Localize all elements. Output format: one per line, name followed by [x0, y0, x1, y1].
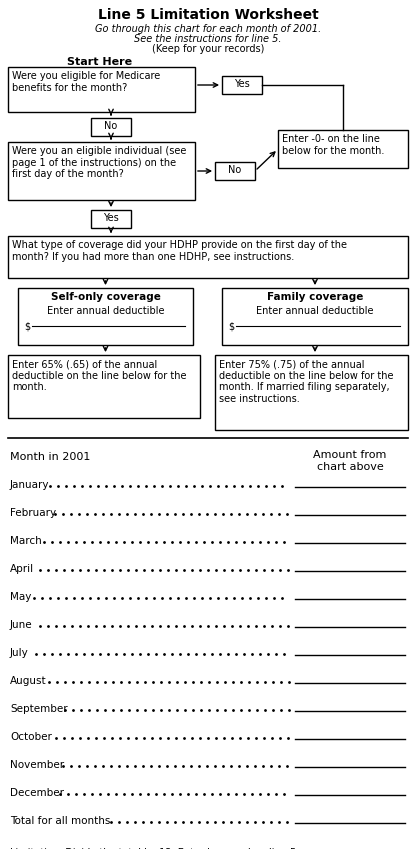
Bar — [222, 288, 408, 345]
Text: See the instructions for line 5.: See the instructions for line 5. — [134, 34, 282, 44]
Text: Enter annual deductible: Enter annual deductible — [47, 306, 164, 316]
Text: Start Here: Start Here — [67, 57, 133, 67]
Bar — [8, 67, 195, 112]
Text: February: February — [10, 508, 56, 518]
Text: Enter annual deductible: Enter annual deductible — [256, 306, 374, 316]
Text: Yes: Yes — [234, 79, 250, 89]
Text: Month in 2001: Month in 2001 — [10, 452, 90, 462]
Bar — [18, 288, 193, 345]
Text: $: $ — [228, 321, 234, 331]
Text: Were you eligible for Medicare
benefits for the month?: Were you eligible for Medicare benefits … — [12, 71, 160, 93]
Bar — [91, 118, 131, 136]
Text: Enter 65% (.65) of the annual
deductible on the line below for the
month.: Enter 65% (.65) of the annual deductible… — [12, 359, 186, 392]
Bar — [8, 142, 195, 200]
Text: August: August — [10, 676, 47, 686]
Bar — [215, 162, 255, 180]
Text: January: January — [10, 480, 50, 490]
Bar — [91, 210, 131, 228]
Text: June: June — [10, 620, 32, 630]
Text: No: No — [104, 121, 118, 131]
Text: April: April — [10, 564, 34, 574]
Bar — [222, 76, 262, 94]
Text: March: March — [10, 536, 42, 546]
Text: November: November — [10, 760, 64, 770]
Bar — [8, 355, 200, 418]
Text: Self-only coverage: Self-only coverage — [51, 292, 161, 302]
Text: $: $ — [24, 321, 30, 331]
Text: December: December — [10, 788, 64, 798]
Text: Amount from
chart above: Amount from chart above — [313, 450, 387, 471]
Text: May: May — [10, 592, 31, 602]
Text: September: September — [10, 704, 68, 714]
Text: Family coverage: Family coverage — [267, 292, 363, 302]
Text: Total for all months: Total for all months — [10, 816, 110, 826]
Text: July: July — [10, 648, 29, 658]
Bar — [278, 130, 408, 168]
Text: Go through this chart for each month of 2001.: Go through this chart for each month of … — [95, 24, 321, 34]
Bar — [215, 355, 408, 430]
Bar — [8, 236, 408, 278]
Text: Line 5 Limitation Worksheet: Line 5 Limitation Worksheet — [98, 8, 318, 22]
Text: (Keep for your records): (Keep for your records) — [152, 44, 264, 54]
Text: Enter 75% (.75) of the annual
deductible on the line below for the
month. If mar: Enter 75% (.75) of the annual deductible… — [219, 359, 394, 404]
Text: No: No — [228, 165, 242, 175]
Text: October: October — [10, 732, 52, 742]
Text: Were you an eligible individual (see
page 1 of the instructions) on the
first da: Were you an eligible individual (see pag… — [12, 146, 186, 179]
Text: What type of coverage did your HDHP provide on the first day of the
month? If yo: What type of coverage did your HDHP prov… — [12, 240, 347, 261]
Text: Yes: Yes — [103, 213, 119, 223]
Text: Enter -0- on the line
below for the month.: Enter -0- on the line below for the mont… — [282, 134, 384, 155]
Text: Limitation. Divide the total by 12. Enter here and on line 5: Limitation. Divide the total by 12. Ente… — [10, 848, 296, 849]
